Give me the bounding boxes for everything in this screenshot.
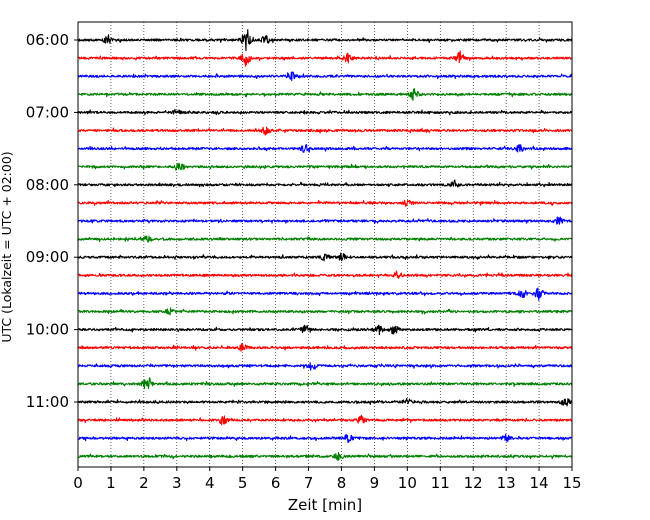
seismogram-trace <box>77 287 573 301</box>
seismogram-trace <box>77 71 573 82</box>
seismogram-trace <box>77 108 573 116</box>
x-tick-label: 8 <box>337 474 347 492</box>
x-tick-label: 13 <box>497 474 516 492</box>
seismogram-trace <box>77 307 573 316</box>
x-tick-label: 10 <box>398 474 417 492</box>
x-tick-label: 7 <box>304 474 314 492</box>
x-axis: 0 1 2 3 4 5 6 7 8 9 10 11 12 13 14 15 <box>73 467 582 492</box>
x-tick-label: 11 <box>431 474 450 492</box>
x-tick-label: 14 <box>530 474 549 492</box>
seismogram-trace <box>77 414 573 426</box>
x-tick-label: 0 <box>73 474 83 492</box>
grid-lines <box>110 22 540 467</box>
x-tick-label: 3 <box>172 474 182 492</box>
seismogram-trace <box>77 451 573 462</box>
seismogram-trace <box>77 162 573 171</box>
x-tick-label: 9 <box>370 474 380 492</box>
y-tick-label: 09:00 <box>26 248 69 266</box>
seismogram-trace <box>77 235 573 243</box>
seismogram-trace <box>77 126 573 136</box>
y-tick-label: 08:00 <box>26 176 69 194</box>
x-tick-label: 4 <box>205 474 215 492</box>
seismogram-trace <box>77 50 573 67</box>
seismogram-trace <box>77 377 573 390</box>
plot-frame <box>77 21 573 468</box>
y-tick-label: 06:00 <box>26 31 69 49</box>
seismogram-trace <box>77 179 573 188</box>
seismogram-trace <box>77 216 573 225</box>
seismogram-trace <box>77 397 573 407</box>
y-tick-label: 07:00 <box>26 103 69 121</box>
x-tick-label: 1 <box>106 474 116 492</box>
x-tick-label: 2 <box>139 474 149 492</box>
seismogram-trace <box>77 270 573 279</box>
seismogram-trace <box>77 252 573 262</box>
seismogram-trace <box>77 324 573 336</box>
y-tick-label: 11:00 <box>26 393 69 411</box>
x-tick-label: 12 <box>464 474 483 492</box>
y-axis-label: UTC (Lokalzeit = UTC + 02:00) <box>0 151 14 342</box>
seismogram-trace <box>77 144 573 153</box>
seismogram-trace <box>77 199 573 207</box>
seismogram-traces <box>77 29 573 462</box>
x-tick-label: 15 <box>562 474 581 492</box>
seismogram-trace <box>77 343 573 352</box>
seismogram-trace <box>77 29 573 52</box>
plot-area-background <box>78 22 572 467</box>
seismogram-trace <box>77 362 573 371</box>
x-axis-label: Zeit [min] <box>288 496 362 514</box>
seismogram-trace <box>77 433 573 444</box>
y-tick-label: 10:00 <box>26 321 69 339</box>
seismogram-trace <box>77 88 573 102</box>
x-tick-label: 5 <box>238 474 248 492</box>
x-tick-label: 6 <box>271 474 281 492</box>
y-axis: 06:00 07:00 08:00 09:00 10:00 11:00 <box>26 31 78 411</box>
